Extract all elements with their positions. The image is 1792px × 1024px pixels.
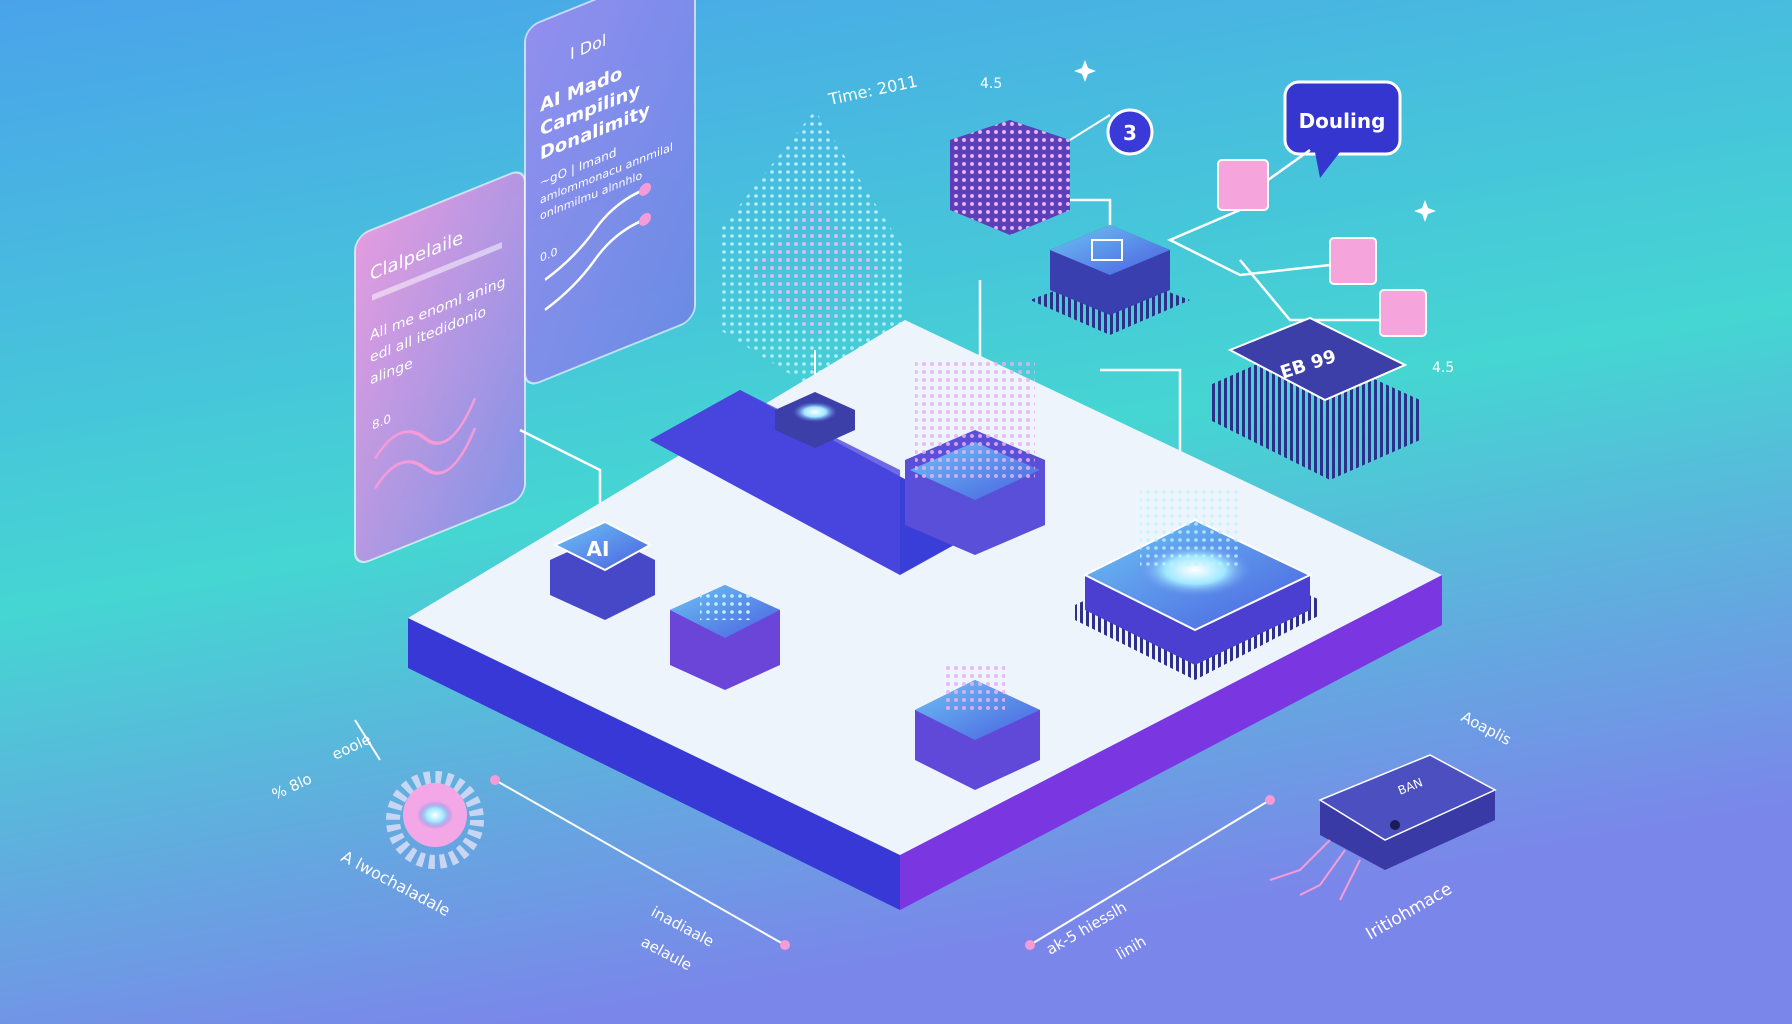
- bottom-chip: [915, 665, 1040, 790]
- ai-chip: AI: [550, 520, 655, 620]
- small-node-chip: [775, 392, 855, 448]
- pink-cubes: [1217, 159, 1427, 337]
- server-block: EB 99: [1210, 316, 1420, 480]
- sparkle-icons: [1074, 60, 1436, 222]
- circuit-platform: [408, 320, 1442, 910]
- panel-right-chart: [544, 187, 646, 312]
- gear-icon: [386, 771, 484, 869]
- bottom-traces: [354, 719, 1271, 946]
- particle-cloud: [720, 110, 905, 400]
- info-panel-left: Clalpelaile All me enoml aning edl all i…: [354, 171, 526, 564]
- trace-nodes: [490, 775, 1275, 950]
- small-chip: BAN: [1269, 754, 1497, 901]
- top-number-label: 4.5: [980, 76, 1002, 92]
- svg-text:3: 3: [1123, 121, 1137, 145]
- svg-text:AI: AI: [587, 537, 610, 561]
- particle-chip-center: [905, 360, 1045, 555]
- memory-chip: [670, 585, 780, 690]
- panel-left-chart: [373, 397, 477, 489]
- particle-cube: [950, 120, 1070, 235]
- right-number-label: 4.5: [1432, 360, 1454, 376]
- count-badge: 3: [1106, 108, 1154, 156]
- svg-text:Douling: Douling: [1299, 109, 1386, 133]
- speech-bubble: Douling: [1283, 80, 1402, 178]
- processor-chip-top: [1030, 225, 1190, 335]
- info-panel-right: I Dol AI Mado Campiliny Donalimity ~gO |…: [524, 0, 696, 385]
- glowing-processor: [1075, 490, 1320, 680]
